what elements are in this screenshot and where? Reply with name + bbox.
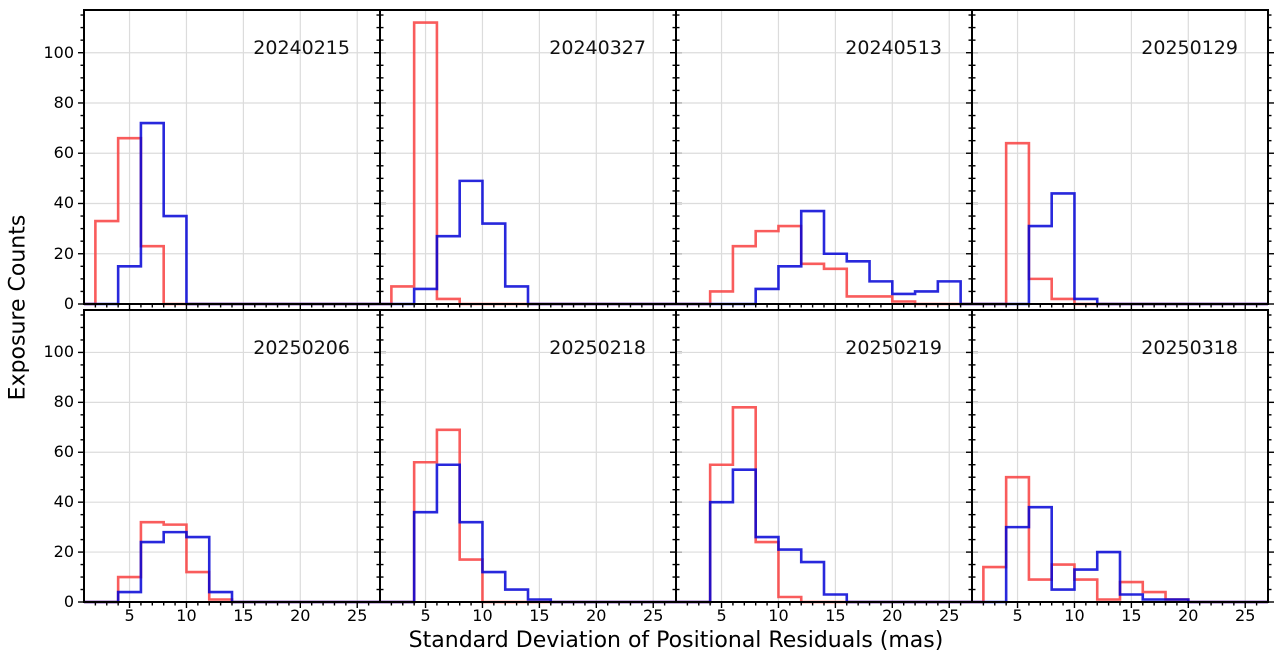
blue-histogram: [972, 505, 1268, 604]
y-tick-label: 60: [53, 442, 74, 462]
red-histogram: [972, 475, 1268, 604]
blue-histogram: [84, 121, 380, 306]
panel-date-label: 20250218: [549, 337, 646, 359]
x-tick-label: 15: [825, 606, 846, 625]
panel-date-label: 20250129: [1141, 37, 1238, 59]
blue-histogram: [380, 463, 676, 604]
red-histogram: [84, 520, 380, 604]
y-tick-label: 20: [53, 243, 74, 263]
x-tick-label: 15: [233, 606, 254, 625]
histogram-panel-20240513: 20240513: [670, 9, 978, 310]
histogram-panel-20240327: 20240327: [374, 9, 682, 310]
x-tick-label: 25: [643, 606, 664, 625]
panel-date-label: 20240215: [253, 37, 350, 59]
x-tick-label: 10: [1064, 606, 1085, 625]
x-tick-label: 25: [347, 606, 368, 625]
panel-spines: [971, 9, 1269, 305]
y-tick-label: 0: [63, 294, 74, 313]
red-histogram: [972, 141, 1268, 306]
y-axis-label: Exposure Counts: [5, 214, 31, 401]
histogram-panel-20250218: 20250218: [374, 309, 682, 608]
x-tick-label: 20: [882, 606, 903, 625]
x-tick-label: 20: [586, 606, 607, 625]
x-tick-label: 25: [1235, 606, 1256, 625]
x-tick-label: 5: [716, 606, 727, 625]
x-tick-label: 10: [472, 606, 493, 625]
x-tick-label: 25: [939, 606, 960, 625]
y-tick-label: 0: [63, 592, 74, 611]
y-tick-label: 100: [43, 42, 74, 62]
x-tick-label: 5: [1012, 606, 1023, 625]
histogram-panel-20250219: 20250219: [670, 309, 978, 608]
blue-histogram: [972, 192, 1268, 306]
red-histogram: [84, 136, 380, 306]
histogram-panel-20250129: 20250129: [966, 9, 1274, 310]
x-tick-label: 20: [1178, 606, 1199, 625]
histogram-panel-20250318: 20250318: [966, 309, 1274, 608]
panel-date-label: 20250206: [253, 337, 350, 359]
blue-histogram: [676, 209, 972, 306]
x-tick-label: 10: [176, 606, 197, 625]
panel-date-label: 20240513: [845, 37, 942, 59]
panel-date-label: 20250219: [845, 337, 942, 359]
y-tick-label: 60: [53, 143, 74, 163]
x-tick-label: 15: [529, 606, 550, 625]
x-axis-label: Standard Deviation of Positional Residua…: [408, 628, 944, 653]
panel-spines: [971, 309, 1269, 603]
x-tick-label: 5: [420, 606, 431, 625]
y-tick-label: 40: [53, 193, 74, 213]
y-tick-label: 40: [53, 492, 74, 512]
y-tick-label: 100: [43, 342, 74, 362]
blue-histogram: [676, 468, 972, 604]
x-tick-label: 10: [768, 606, 789, 625]
histogram-panel-20240215: 20240215: [78, 9, 386, 310]
y-tick-label: 80: [53, 92, 74, 112]
y-tick-label: 80: [53, 392, 74, 412]
x-tick-label: 15: [1121, 606, 1142, 625]
x-tick-label: 5: [124, 606, 135, 625]
panel-date-label: 20240327: [549, 37, 646, 59]
red-histogram: [380, 21, 676, 306]
red-histogram: [380, 428, 676, 604]
panel-date-label: 20250318: [1141, 337, 1238, 359]
x-tick-label: 20: [290, 606, 311, 625]
histogram-panel-20250206: 20250206: [78, 309, 386, 608]
blue-histogram: [380, 179, 676, 306]
y-tick-label: 20: [53, 542, 74, 562]
blue-histogram: [84, 530, 380, 604]
